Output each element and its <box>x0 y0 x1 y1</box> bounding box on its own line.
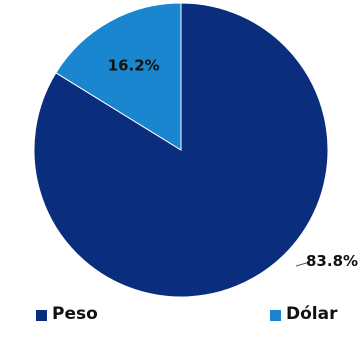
legend-label-dolar: Dólar <box>286 304 338 324</box>
legend-swatch-peso <box>36 309 47 321</box>
legend-item-peso: Peso <box>36 304 98 324</box>
pie-slice-dolar <box>55 2 182 151</box>
data-label-dolar: 16.2% <box>108 56 160 74</box>
data-label-peso: 83.8% <box>306 252 358 270</box>
legend-swatch-dolar <box>270 309 281 321</box>
legend-label-peso: Peso <box>52 304 98 324</box>
legend-item-dolar: Dólar <box>270 304 337 324</box>
leader-line-peso <box>295 261 311 267</box>
chart-legend: Peso Dólar <box>0 304 364 332</box>
